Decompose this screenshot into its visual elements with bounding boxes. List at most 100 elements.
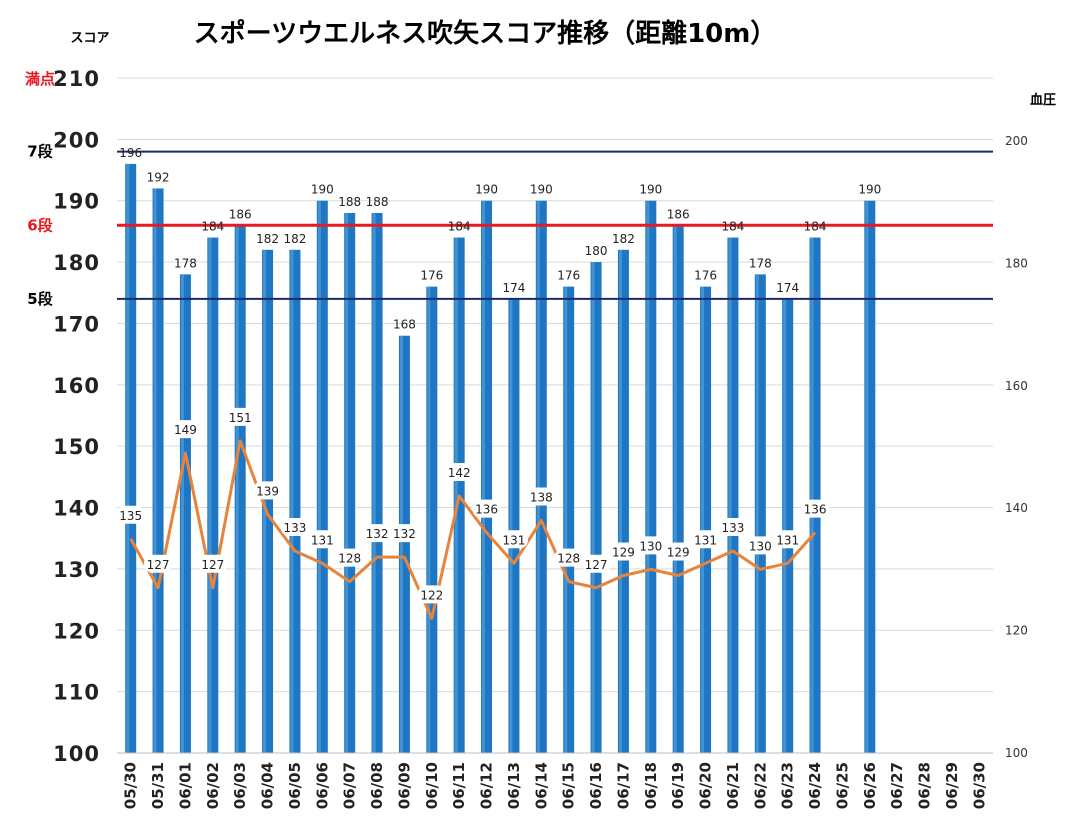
line-value-label: 142	[448, 466, 471, 480]
x-tick-label: 06/05	[286, 762, 304, 809]
bar-highlight	[674, 225, 677, 753]
bar-highlight	[811, 238, 814, 753]
x-tick-label: 06/18	[642, 762, 660, 809]
line-value-label: 133	[283, 521, 306, 535]
x-tick-label: 06/20	[697, 762, 715, 809]
bar-value-label: 186	[667, 207, 690, 221]
bar-value-label: 176	[420, 269, 443, 283]
y-tick-label: 170	[53, 312, 100, 336]
line-value-label: 130	[749, 539, 772, 553]
x-tick-label: 06/13	[505, 762, 523, 809]
bar-highlight	[181, 274, 184, 753]
x-tick-label: 06/03	[231, 762, 249, 809]
x-tick-label: 06/09	[395, 762, 413, 809]
bar-highlight	[756, 274, 759, 753]
y-tick-label: 100	[53, 742, 100, 766]
line-value-label: 122	[420, 588, 443, 602]
y-tick-label: 150	[53, 435, 100, 459]
y-tick-label: 110	[53, 681, 100, 705]
line-value-label: 131	[694, 533, 717, 547]
bar-highlight	[619, 250, 622, 753]
line-value-label: 138	[530, 490, 553, 504]
bar-value-label: 184	[448, 220, 471, 234]
bar-highlight	[126, 164, 129, 753]
bar-highlight	[318, 201, 321, 753]
bar-highlight	[208, 238, 211, 753]
bar-value-label: 184	[721, 220, 744, 234]
y2-tick-label: 100	[1005, 746, 1028, 760]
x-tick-label: 06/30	[970, 762, 988, 809]
x-tick-label: 06/04	[259, 762, 277, 809]
bar-value-label: 178	[749, 256, 772, 270]
line-value-label: 127	[147, 558, 170, 572]
bar-highlight	[236, 225, 239, 753]
reference-line-label: 5段	[27, 290, 52, 308]
line-value-label: 130	[639, 539, 662, 553]
max-score-label: 満点	[25, 70, 55, 88]
data-labels: 196192178184186182 182190188 1881681761841…	[117, 146, 882, 603]
bar-highlight	[646, 201, 649, 753]
bar-value-label: 192	[147, 170, 170, 184]
line-value-label: 133	[721, 521, 744, 535]
line-value-label: 127	[201, 558, 224, 572]
x-tick-label: 06/25	[833, 762, 851, 809]
line-value-label: 127	[585, 558, 608, 572]
x-tick-label: 06/29	[943, 762, 961, 809]
bar-highlight	[783, 299, 786, 753]
line-value-label: 129	[612, 546, 635, 560]
bar-value-label: 190	[475, 183, 498, 197]
line-series	[131, 441, 815, 618]
x-tick-label: 06/08	[368, 762, 386, 809]
x-tick-label: 06/24	[806, 762, 824, 809]
bar-value-label: 176	[557, 269, 580, 283]
bar-value-label: 188	[366, 195, 389, 209]
y-tick-label: 190	[53, 190, 100, 214]
line-value-label: 128	[557, 552, 580, 566]
bar-value-label: 190	[530, 183, 553, 197]
x-tick-label: 06/07	[341, 762, 359, 809]
y-tick-label: 200	[53, 128, 100, 152]
bar-highlight	[865, 201, 868, 753]
bar-value-label: 196	[119, 146, 142, 160]
bar-value-label: 188	[338, 195, 361, 209]
bar-value-label: 182	[256, 232, 279, 246]
x-tick-label: 06/12	[478, 762, 496, 809]
y2-tick-label: 140	[1005, 501, 1028, 515]
bar-value-label: 174	[502, 281, 525, 295]
x-tick-label: 06/21	[724, 762, 742, 809]
bar-value-label: 174	[776, 281, 799, 295]
y2-tick-label: 160	[1005, 379, 1028, 393]
y-tick-label: 160	[53, 374, 100, 398]
bar-value-label: 176	[694, 269, 717, 283]
line-value-label: 149	[174, 423, 197, 437]
reference-line-label: 6段	[27, 216, 52, 234]
y-axis-label: スコア	[70, 31, 109, 46]
bar-highlight	[154, 188, 157, 753]
reference-line-label: 7段	[27, 143, 52, 161]
x-tick-label: 06/27	[888, 762, 906, 809]
x-tick-label: 06/01	[176, 762, 194, 809]
bar-highlight	[373, 213, 376, 753]
line-value-label: 131	[776, 533, 799, 547]
x-tick-label: 05/31	[149, 762, 167, 809]
bar-highlight	[592, 262, 595, 753]
line-value-label: 131	[502, 533, 525, 547]
line-value-label: 132	[393, 527, 416, 541]
line-value-label: 135	[119, 509, 142, 523]
x-tick-label: 06/17	[614, 762, 632, 809]
line-value-label: 132	[366, 527, 389, 541]
line-value-label: 128	[338, 552, 361, 566]
chart: 7段6段5段 196192178184186182 182190188 188168…	[0, 0, 1080, 839]
y-tick-label: 120	[53, 619, 100, 643]
bar-value-label: 190	[858, 183, 881, 197]
line-value-label: 136	[804, 503, 827, 517]
bar-highlight	[345, 213, 348, 753]
x-tick-label: 06/16	[587, 762, 605, 809]
x-tick-label: 06/10	[423, 762, 441, 809]
x-tick-label: 06/15	[560, 762, 578, 809]
y2-tick-label: 120	[1005, 624, 1028, 638]
bar-value-label: 190	[639, 183, 662, 197]
y2-tick-label: 180	[1005, 256, 1028, 270]
line-value-label: 129	[667, 546, 690, 560]
x-tick-label: 06/26	[861, 762, 879, 809]
